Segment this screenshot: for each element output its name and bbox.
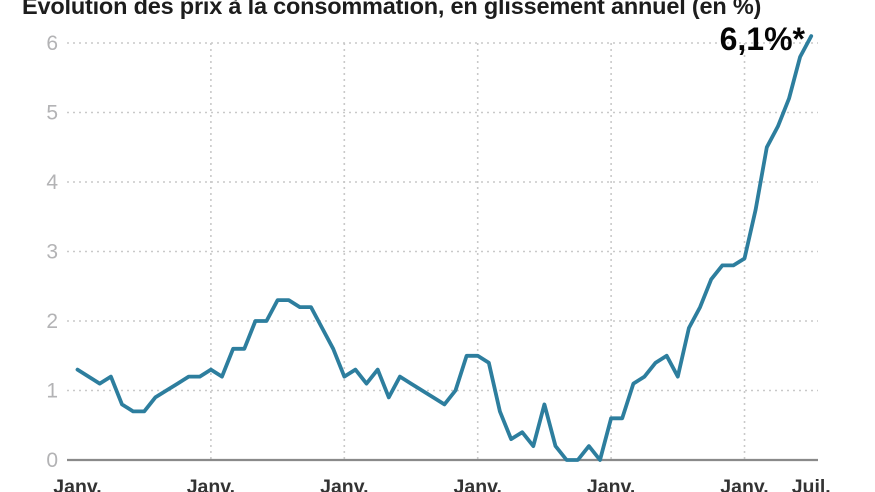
y-tick-label-5: 5 — [46, 102, 58, 125]
x-tick-label-0: Janv. — [53, 476, 101, 492]
inflation-series-line — [75, 34, 814, 462]
x-axis-tick-labels: Janv. Janv. Janv. Janv. Janv. Janv. Juil. — [53, 476, 830, 492]
y-tick-label-4: 4 — [46, 171, 58, 194]
y-tick-label-6: 6 — [46, 32, 58, 55]
x-tick-label-6: Juil. — [792, 476, 831, 492]
y-tick-label-1: 1 — [46, 380, 58, 403]
horizontal-gridlines — [67, 42, 818, 392]
x-tick-label-2: Janv. — [320, 476, 368, 492]
y-tick-label-3: 3 — [46, 241, 58, 264]
x-tick-label-4: Janv. — [587, 476, 635, 492]
x-tick-label-3: Janv. — [454, 476, 502, 492]
y-tick-label-0: 0 — [46, 449, 58, 472]
x-tick-label-1: Janv. — [187, 476, 235, 492]
chart-title: Évolution des prix à la consommation, en… — [22, 0, 761, 19]
y-axis-tick-labels: 0 1 2 3 4 5 6 — [46, 32, 58, 472]
x-tick-label-5: Janv. — [720, 476, 768, 492]
y-tick-label-2: 2 — [46, 310, 58, 333]
latest-value-annotation: 6,1%* — [720, 21, 806, 57]
